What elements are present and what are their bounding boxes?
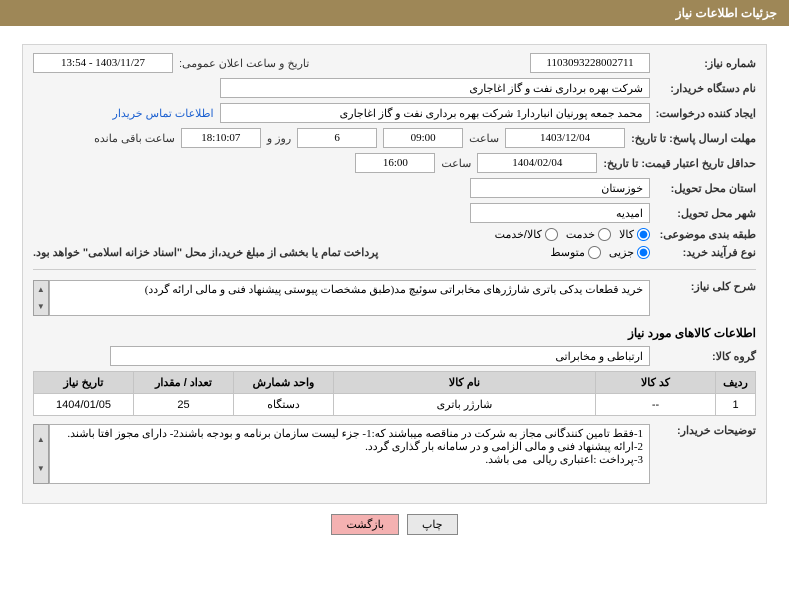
category-radios: کالا خدمت کالا/خدمت bbox=[495, 228, 650, 241]
button-row: چاپ بازگشت bbox=[0, 514, 789, 535]
row-goods-group: گروه کالا: bbox=[33, 346, 756, 366]
city-label: شهر محل تحویل: bbox=[656, 207, 756, 220]
page-header: جزئیات اطلاعات نیاز bbox=[0, 0, 789, 26]
cat-goods-service-option[interactable]: کالا/خدمت bbox=[495, 228, 558, 241]
row-city: شهر محل تحویل: bbox=[33, 203, 756, 223]
days-input[interactable] bbox=[297, 128, 377, 148]
process-radios: جزیی متوسط bbox=[550, 246, 650, 259]
scroll-icon[interactable]: ▲▼ bbox=[33, 280, 49, 316]
announce-date-label: تاریخ و ساعت اعلان عمومی: bbox=[179, 57, 309, 70]
requester-label: ایجاد کننده درخواست: bbox=[656, 107, 756, 120]
countdown-input[interactable] bbox=[181, 128, 261, 148]
buyer-org-input[interactable] bbox=[220, 78, 650, 98]
announce-date-input[interactable] bbox=[33, 53, 173, 73]
days-and-label: روز و bbox=[267, 132, 291, 145]
category-label: طبقه بندی موضوعی: bbox=[656, 228, 756, 241]
buyer-notes-label: توضیحات خریدار: bbox=[656, 424, 756, 437]
print-button[interactable]: چاپ bbox=[407, 514, 458, 535]
row-need-number: شماره نیاز: تاریخ و ساعت اعلان عمومی: bbox=[33, 53, 756, 73]
th-date: تاریخ نیاز bbox=[34, 372, 134, 394]
row-process: نوع فرآیند خرید: جزیی متوسط پرداخت تمام … bbox=[33, 246, 756, 259]
proc-medium-text: متوسط bbox=[550, 246, 585, 259]
validity-time-input[interactable] bbox=[355, 153, 435, 173]
goods-info-title: اطلاعات کالاهای مورد نیاز bbox=[33, 326, 756, 340]
cell-code: -- bbox=[596, 394, 716, 416]
reply-deadline-label: مهلت ارسال پاسخ: تا تاریخ: bbox=[631, 132, 756, 145]
th-qty: تعداد / مقدار bbox=[134, 372, 234, 394]
reply-time-input[interactable] bbox=[383, 128, 463, 148]
row-requester: ایجاد کننده درخواست: اطلاعات تماس خریدار bbox=[33, 103, 756, 123]
scroll-icon[interactable]: ▲▼ bbox=[33, 424, 49, 484]
general-desc-wrap: ▲▼ bbox=[33, 280, 650, 316]
goods-group-label: گروه کالا: bbox=[656, 350, 756, 363]
province-label: استان محل تحویل: bbox=[656, 182, 756, 195]
cell-qty: 25 bbox=[134, 394, 234, 416]
proc-partial-option[interactable]: جزیی bbox=[609, 246, 650, 259]
divider bbox=[33, 269, 756, 270]
general-desc-textarea[interactable] bbox=[49, 280, 650, 316]
process-label: نوع فرآیند خرید: bbox=[656, 246, 756, 259]
table-row: 1 -- شارژر باتری دستگاه 25 1404/01/05 bbox=[34, 394, 756, 416]
cat-goods-service-radio[interactable] bbox=[545, 228, 558, 241]
cat-goods-option[interactable]: کالا bbox=[619, 228, 650, 241]
cat-goods-radio[interactable] bbox=[637, 228, 650, 241]
remaining-label: ساعت باقی مانده bbox=[94, 132, 175, 145]
general-desc-label: شرح کلی نیاز: bbox=[656, 280, 756, 293]
row-validity: حداقل تاریخ اعتبار قیمت: تا تاریخ: ساعت bbox=[33, 153, 756, 173]
cell-unit: دستگاه bbox=[234, 394, 334, 416]
requester-input[interactable] bbox=[220, 103, 650, 123]
buyer-notes-wrap: ▲▼ bbox=[33, 424, 650, 484]
th-code: کد کالا bbox=[596, 372, 716, 394]
th-unit: واحد شمارش bbox=[234, 372, 334, 394]
proc-medium-option[interactable]: متوسط bbox=[550, 246, 601, 259]
row-buyer-notes: توضیحات خریدار: ▲▼ bbox=[33, 424, 756, 484]
city-input[interactable] bbox=[470, 203, 650, 223]
details-panel: شماره نیاز: تاریخ و ساعت اعلان عمومی: نا… bbox=[22, 44, 767, 504]
row-general-desc: شرح کلی نیاز: ▲▼ bbox=[33, 280, 756, 316]
back-button[interactable]: بازگشت bbox=[331, 514, 399, 535]
row-category: طبقه بندی موضوعی: کالا خدمت کالا/خدمت bbox=[33, 228, 756, 241]
need-number-input[interactable] bbox=[530, 53, 650, 73]
table-header-row: ردیف کد کالا نام کالا واحد شمارش تعداد /… bbox=[34, 372, 756, 394]
cell-name: شارژر باتری bbox=[334, 394, 596, 416]
cat-goods-service-text: کالا/خدمت bbox=[495, 228, 542, 241]
buyer-contact-link[interactable]: اطلاعات تماس خریدار bbox=[113, 107, 214, 120]
cat-service-text: خدمت bbox=[566, 228, 595, 241]
page-title: جزئیات اطلاعات نیاز bbox=[676, 6, 777, 20]
row-reply-deadline: مهلت ارسال پاسخ: تا تاریخ: ساعت روز و سا… bbox=[33, 128, 756, 148]
validity-label: حداقل تاریخ اعتبار قیمت: تا تاریخ: bbox=[603, 157, 756, 170]
goods-table: ردیف کد کالا نام کالا واحد شمارش تعداد /… bbox=[33, 371, 756, 416]
reply-date-input[interactable] bbox=[505, 128, 625, 148]
cat-service-radio[interactable] bbox=[598, 228, 611, 241]
reply-time-label: ساعت bbox=[469, 132, 499, 145]
th-name: نام کالا bbox=[334, 372, 596, 394]
buyer-org-label: نام دستگاه خریدار: bbox=[656, 82, 756, 95]
validity-time-label: ساعت bbox=[441, 157, 471, 170]
proc-partial-radio[interactable] bbox=[637, 246, 650, 259]
goods-group-input[interactable] bbox=[110, 346, 650, 366]
validity-date-input[interactable] bbox=[477, 153, 597, 173]
payment-note: پرداخت تمام یا بخشی از مبلغ خرید،از محل … bbox=[33, 246, 378, 259]
th-row: ردیف bbox=[716, 372, 756, 394]
cat-goods-text: کالا bbox=[619, 228, 634, 241]
row-buyer-org: نام دستگاه خریدار: bbox=[33, 78, 756, 98]
cat-service-option[interactable]: خدمت bbox=[566, 228, 611, 241]
need-number-label: شماره نیاز: bbox=[656, 57, 756, 70]
cell-idx: 1 bbox=[716, 394, 756, 416]
province-input[interactable] bbox=[470, 178, 650, 198]
cell-date: 1404/01/05 bbox=[34, 394, 134, 416]
proc-medium-radio[interactable] bbox=[588, 246, 601, 259]
buyer-notes-textarea[interactable] bbox=[49, 424, 650, 484]
row-province: استان محل تحویل: bbox=[33, 178, 756, 198]
proc-partial-text: جزیی bbox=[609, 246, 634, 259]
